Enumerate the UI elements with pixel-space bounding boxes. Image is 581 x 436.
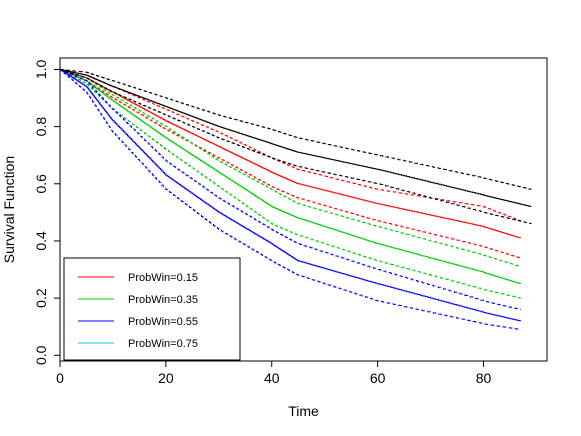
legend: ProbWin=0.15 ProbWin=0.35 ProbWin=0.55 Prob… — [63, 257, 241, 361]
series-line — [60, 68, 522, 322]
series-group — [60, 68, 532, 225]
y-tick-label: 0.8 — [33, 117, 49, 137]
series-layer — [60, 68, 532, 330]
series-ci-upper — [60, 68, 522, 267]
series-line — [60, 68, 532, 207]
legend-entry-label: ProbWin=0.55 — [128, 316, 198, 328]
x-tick-label: 0 — [56, 370, 64, 386]
y-tick-label: 0.0 — [33, 345, 49, 365]
legend-entry-label: ProbWin=0.75 — [128, 338, 198, 350]
x-tick-label: 40 — [264, 370, 280, 386]
series-group — [60, 68, 522, 299]
y-tick-label: 0.2 — [33, 288, 49, 308]
y-tick-label: 1.0 — [33, 59, 49, 79]
x-tick-label: 20 — [158, 370, 174, 386]
x-tick-label: 60 — [370, 370, 386, 386]
series-ci-upper — [60, 68, 522, 310]
y-axis: 0.0 0.2 0.4 0.6 0.8 1.0 — [33, 59, 60, 365]
series-ci-lower — [60, 68, 522, 259]
series-group — [60, 68, 522, 330]
series-line — [60, 68, 522, 239]
series-ci-lower — [60, 68, 522, 299]
series-ci-upper — [60, 68, 532, 190]
x-axis: 0 20 40 60 80 — [56, 361, 491, 386]
series-ci-lower — [60, 68, 532, 225]
y-tick-label: 0.4 — [33, 231, 49, 251]
series-line — [60, 68, 522, 285]
legend-entry-label: ProbWin=0.15 — [128, 272, 198, 284]
legend-entry-label: ProbWin=0.35 — [128, 294, 198, 306]
y-tick-label: 0.6 — [33, 174, 49, 194]
y-axis-label: Survival Function — [1, 156, 17, 263]
x-axis-label: Time — [288, 403, 319, 419]
x-tick-label: 80 — [476, 370, 492, 386]
plot-frame — [59, 57, 548, 362]
